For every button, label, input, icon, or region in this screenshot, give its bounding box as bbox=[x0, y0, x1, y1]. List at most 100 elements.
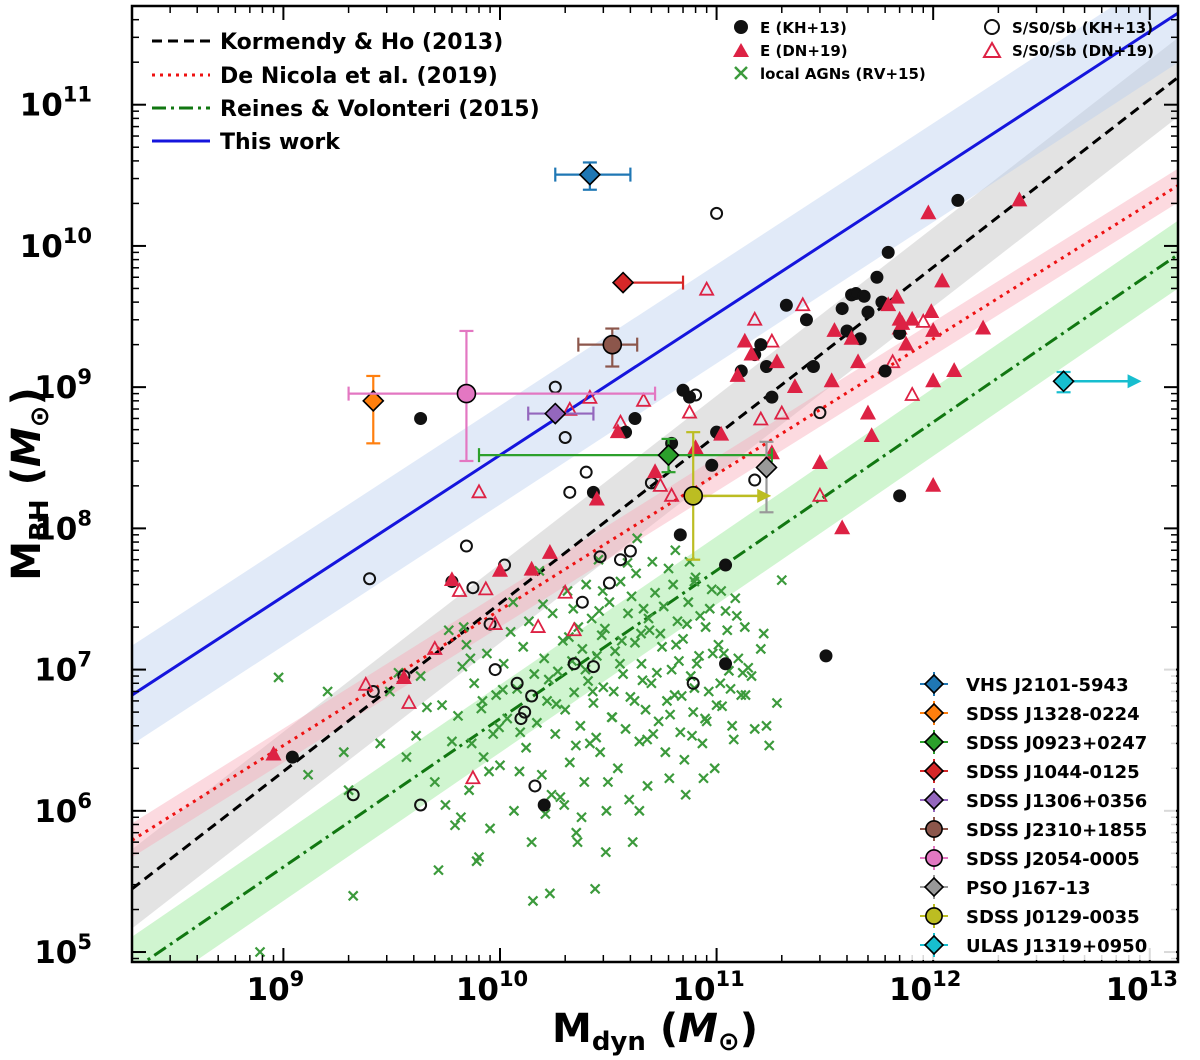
sample-point bbox=[366, 684, 380, 698]
legend-label-agn: local AGNs (RV+15) bbox=[760, 65, 926, 83]
sample-point bbox=[507, 596, 519, 608]
sample-point bbox=[466, 581, 480, 595]
sample-point bbox=[718, 648, 730, 659]
sample-point bbox=[761, 720, 772, 732]
sample-point bbox=[710, 206, 724, 220]
sample-point bbox=[823, 372, 840, 388]
sample-point bbox=[541, 544, 558, 559]
sample-point bbox=[421, 702, 433, 713]
y-axis-label: MBH (M⊙) bbox=[4, 387, 55, 581]
sample-point bbox=[596, 629, 608, 641]
sample-point bbox=[466, 738, 477, 749]
sample-point bbox=[681, 403, 698, 419]
object-marker bbox=[362, 389, 385, 412]
y-axis-unit-open: ( bbox=[4, 467, 50, 499]
sample-point bbox=[894, 315, 911, 330]
sample-point bbox=[661, 695, 673, 707]
sample-point bbox=[857, 289, 871, 303]
sample-point bbox=[590, 732, 602, 743]
sample-point bbox=[714, 677, 726, 689]
sample-point bbox=[635, 628, 647, 639]
sample-point bbox=[703, 686, 715, 697]
sample-point bbox=[483, 766, 495, 777]
sample-point bbox=[755, 643, 767, 655]
sample-point bbox=[527, 895, 539, 907]
sample-point bbox=[646, 677, 657, 689]
sample-point bbox=[626, 591, 637, 602]
y-axis-unit: M bbox=[4, 427, 50, 467]
y-axis-unit-close: ) bbox=[4, 387, 50, 405]
sample-point bbox=[579, 776, 590, 788]
legend-obj-label: SDSS J1044-0125 bbox=[966, 762, 1140, 783]
sample-point bbox=[660, 746, 671, 758]
sample-point bbox=[579, 465, 593, 479]
sample-point bbox=[457, 661, 468, 672]
sample-point bbox=[582, 675, 594, 687]
sample-point bbox=[470, 483, 488, 499]
legend-obj-label: SDSS J1328-0224 bbox=[966, 704, 1140, 725]
sample-point bbox=[748, 473, 762, 487]
sample-point bbox=[612, 763, 624, 774]
x-axis-unit-sub: ⊙ bbox=[718, 1027, 740, 1057]
legend-label-e-kh13: E (KH+13) bbox=[760, 19, 847, 37]
x-axis-label: Mdyn (M⊙) bbox=[552, 1006, 758, 1057]
sample-point bbox=[491, 561, 508, 577]
sample-point bbox=[859, 404, 876, 420]
sample-point bbox=[878, 364, 892, 378]
sample-point bbox=[763, 740, 775, 751]
sample-point bbox=[686, 676, 700, 690]
legend-objects-bg bbox=[908, 668, 1176, 960]
relation-line bbox=[132, 184, 1178, 842]
sample-point bbox=[514, 712, 528, 726]
sample-point bbox=[835, 302, 849, 316]
relation-line bbox=[141, 253, 1178, 962]
sample-point bbox=[531, 717, 543, 729]
sample-point bbox=[555, 791, 566, 803]
sample-point bbox=[566, 621, 583, 637]
legend-marker-e-kh13 bbox=[734, 20, 748, 34]
sample-point bbox=[440, 799, 451, 811]
legend-obj-label: VHS J2101-5943 bbox=[966, 675, 1129, 696]
sample-point bbox=[575, 595, 589, 609]
sample-point bbox=[898, 335, 915, 351]
legend-label-s-dn19: S/S0/Sb (DN+19) bbox=[1012, 42, 1154, 60]
x-axis-sub: dyn bbox=[592, 1027, 646, 1057]
sample-point bbox=[616, 635, 628, 647]
sample-point bbox=[813, 406, 827, 420]
x-tick-label: 1013 bbox=[1106, 967, 1178, 1008]
sample-point bbox=[920, 204, 937, 220]
sample-point bbox=[546, 789, 557, 800]
sample-point bbox=[923, 303, 940, 318]
sample-point bbox=[514, 726, 526, 738]
x-axis-unit-open: ( bbox=[646, 1006, 678, 1052]
legend-samples: E (KH+13) E (DN+19) local AGNs (RV+15) S… bbox=[733, 19, 1154, 83]
sample-point bbox=[881, 245, 895, 259]
object-marker bbox=[755, 456, 778, 479]
sample-point bbox=[638, 603, 649, 614]
sample-point bbox=[670, 639, 682, 651]
sample-point bbox=[449, 819, 461, 831]
sample-point bbox=[713, 425, 730, 441]
sample-point bbox=[591, 650, 603, 662]
object-marker bbox=[1052, 370, 1075, 393]
sample-point bbox=[401, 751, 412, 763]
y-tick-label: 105 bbox=[34, 930, 92, 971]
y-tick-label: 109 bbox=[34, 365, 92, 406]
sample-point bbox=[725, 683, 736, 695]
y-tick-label: 106 bbox=[34, 789, 92, 830]
quasar-objects bbox=[347, 161, 1142, 561]
sample-point bbox=[655, 628, 666, 639]
sample-point bbox=[451, 582, 468, 597]
sample-point bbox=[580, 579, 592, 590]
sample-point bbox=[558, 799, 570, 811]
sample-point bbox=[568, 687, 580, 698]
sample-point bbox=[623, 544, 637, 558]
sample-point bbox=[559, 704, 571, 715]
sample-point bbox=[773, 404, 790, 420]
sample-point bbox=[893, 489, 907, 503]
sample-point bbox=[614, 658, 626, 670]
sample-point bbox=[400, 694, 417, 709]
sample-point bbox=[547, 608, 558, 619]
sample-point bbox=[711, 699, 722, 711]
sample-point bbox=[526, 836, 537, 848]
